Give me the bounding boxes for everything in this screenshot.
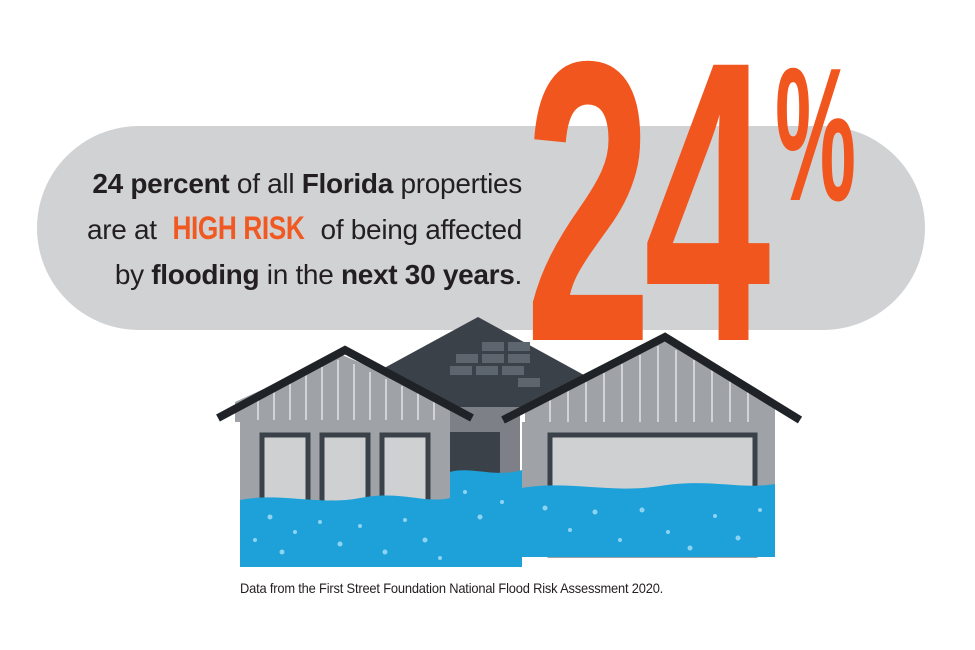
headline-pill — [37, 126, 925, 330]
right-roof-line — [501, 332, 803, 424]
left-gable — [235, 354, 450, 422]
headline-text-segment: of being affected — [313, 214, 523, 245]
flood-water-center — [450, 470, 522, 544]
headline-bold-next-30-years: next 30 years — [340, 259, 515, 290]
headline-bold-florida: Florida — [301, 168, 394, 199]
headline-bold-24-percent: 24 percent — [92, 168, 230, 199]
high-risk-emphasis: HIGH RISK — [172, 210, 305, 246]
headline-text-segment: . — [514, 259, 523, 290]
left-windows — [259, 432, 431, 506]
headline-text-segment: properties — [393, 168, 522, 199]
headline-text-segment: are at — [86, 214, 165, 245]
headline-text-segment: in the — [259, 259, 341, 290]
water-bubbles — [253, 490, 762, 560]
big-percent-sign: % — [775, 29, 857, 241]
flooded-house-illustration — [216, 317, 803, 567]
headline-line-3: by flooding in the next 30 years. — [60, 252, 522, 297]
big-percentage-number: 24 — [525, 0, 771, 425]
headline-line-1: 24 percent of all Florida properties — [60, 161, 522, 206]
headline-text-segment: of all — [229, 168, 302, 199]
right-gable-siding — [549, 346, 749, 424]
roof-bricks — [450, 342, 540, 387]
headline-bold-flooding: flooding — [151, 259, 260, 290]
headline-line-2: are at HIGH RISK of being affected — [60, 206, 522, 252]
headline-text: 24 percent of all Florida properties are… — [60, 161, 522, 297]
flood-water-right — [522, 483, 775, 557]
headline-text-segment: by — [114, 259, 152, 290]
source-note: Data from the First Street Foundation Na… — [240, 580, 664, 596]
left-roof-line — [216, 345, 474, 422]
left-gable-siding — [257, 360, 435, 422]
flood-water-bottom — [240, 544, 775, 567]
